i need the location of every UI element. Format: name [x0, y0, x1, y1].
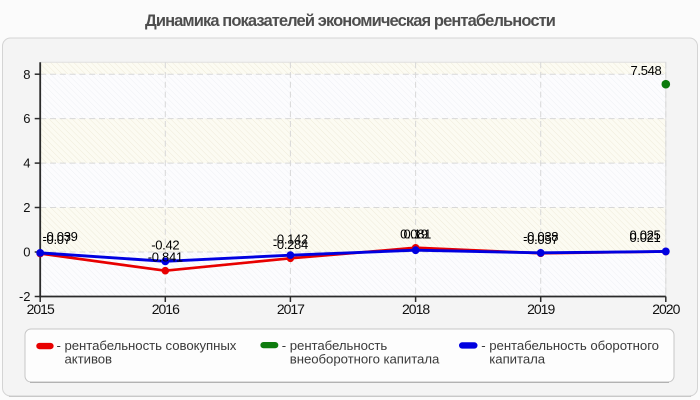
- svg-text:- рентабельность: - рентабельность: [282, 338, 388, 353]
- svg-text:-2: -2: [19, 289, 31, 304]
- svg-text:2019: 2019: [527, 301, 555, 317]
- svg-text:-0.284: -0.284: [273, 237, 308, 252]
- svg-text:2020: 2020: [652, 301, 680, 317]
- svg-text:-0.841: -0.841: [148, 249, 183, 264]
- svg-text:-0.42: -0.42: [151, 238, 179, 253]
- svg-text:8: 8: [23, 67, 30, 82]
- svg-text:-0.057: -0.057: [523, 232, 558, 247]
- svg-text:0: 0: [23, 245, 30, 260]
- svg-text:2017: 2017: [277, 301, 305, 317]
- svg-text:-0.039: -0.039: [43, 229, 78, 244]
- svg-text:- рентабельность оборотного: - рентабельность оборотного: [481, 338, 659, 353]
- svg-text:6: 6: [23, 111, 30, 126]
- svg-text:активов: активов: [65, 351, 113, 366]
- svg-text:-0.038: -0.038: [523, 229, 558, 244]
- svg-text:-0.142: -0.142: [273, 232, 308, 247]
- svg-text:- рентабельность совокупных: - рентабельность совокупных: [57, 338, 237, 353]
- svg-text:Динамика показателей экономиче: Динамика показателей экономическая рента…: [145, 12, 555, 30]
- svg-text:0.19: 0.19: [404, 226, 428, 241]
- svg-text:7.548: 7.548: [630, 63, 661, 78]
- svg-text:2018: 2018: [402, 301, 430, 317]
- svg-text:0.021: 0.021: [629, 230, 660, 245]
- svg-text:0.081: 0.081: [400, 227, 431, 242]
- svg-text:2015: 2015: [27, 301, 55, 317]
- svg-text:4: 4: [23, 156, 30, 171]
- svg-text:-0.07: -0.07: [43, 232, 71, 247]
- svg-text:внеоборотного капитала: внеоборотного капитала: [290, 351, 440, 366]
- svg-text:капитала: капитала: [489, 351, 545, 366]
- svg-text:2016: 2016: [152, 301, 180, 317]
- svg-text:0.025: 0.025: [629, 228, 660, 243]
- svg-text:2: 2: [23, 200, 30, 215]
